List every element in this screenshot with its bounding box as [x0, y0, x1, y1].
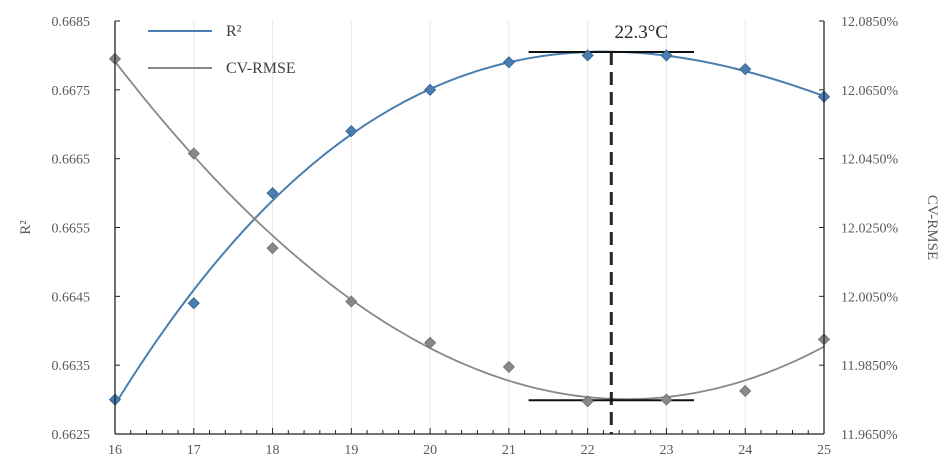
y-right-tick-label: 12.0850% [841, 15, 899, 30]
data-point-cv-rmse [739, 384, 752, 398]
y-left-tick-label: 0.6675 [52, 84, 91, 99]
data-point-r2 [424, 83, 437, 96]
data-point-cv-rmse [581, 395, 594, 408]
y-left-tick-label: 0.6625 [52, 428, 91, 443]
x-tick-label: 24 [738, 443, 752, 458]
y-right-tick-label: 11.9850% [841, 359, 898, 374]
legend-label-r2: R² [226, 23, 242, 40]
annotation: 22.3°C [528, 22, 695, 434]
x-tick-label: 19 [344, 443, 358, 458]
y-right-tick-label: 12.0650% [841, 84, 899, 99]
y-left-tick-label: 0.6685 [52, 15, 91, 30]
data-point-cv-rmse [266, 242, 279, 255]
data-point-cv-rmse [345, 295, 358, 308]
x-tick-label: 25 [817, 443, 831, 458]
data-point-r2 [502, 56, 515, 69]
data-point-cv-rmse [660, 393, 673, 406]
y-left-tick-label: 0.6655 [52, 222, 91, 237]
axes: 16 17 18 19 20 21 22 23 24 25 0.6625 0.6635 0.6645 0.… [52, 15, 899, 458]
gridlines [193, 21, 746, 434]
x-tick-label: 22 [581, 443, 595, 458]
y-right-tick-label: 12.0250% [841, 222, 899, 237]
x-tick-label: 17 [187, 443, 201, 458]
y-left-tick-label: 0.6645 [52, 290, 91, 305]
x-tick-label: 16 [108, 443, 122, 458]
y-axis-left-title: R² [18, 220, 34, 235]
data-point-r2 [345, 125, 358, 138]
legend-label-cv-rmse: CV-RMSE [226, 60, 296, 77]
y-right-tick-label: 12.0450% [841, 153, 899, 168]
data-point-cv-rmse [424, 336, 437, 349]
data-point-r2 [187, 297, 200, 310]
data-markers [108, 49, 831, 408]
x-tick-label: 23 [659, 443, 673, 458]
y-left-tick-label: 0.6635 [52, 359, 91, 374]
y-right-tick-label: 12.0050% [841, 290, 899, 305]
trend-curve-cv-rmse [114, 60, 825, 401]
annotation-label: 22.3°C [615, 22, 669, 43]
trend-curve-r2 [114, 50, 825, 406]
legend: R² CV-RMSE [148, 23, 296, 77]
x-tick-label: 18 [266, 443, 280, 458]
data-point-cv-rmse [502, 360, 515, 373]
data-point-r2 [581, 49, 594, 62]
trend-curves [114, 50, 825, 406]
y-left-tick-label: 0.6665 [52, 153, 91, 168]
data-point-r2 [660, 49, 673, 62]
y-axis-right-title: CV-RMSE [924, 195, 939, 260]
y-right-tick-label: 11.9650% [841, 428, 898, 443]
x-tick-label: 21 [502, 443, 516, 458]
data-point-r2 [266, 187, 279, 200]
data-point-cv-rmse [187, 147, 200, 160]
data-point-r2 [739, 63, 752, 76]
x-tick-label: 20 [423, 443, 437, 458]
